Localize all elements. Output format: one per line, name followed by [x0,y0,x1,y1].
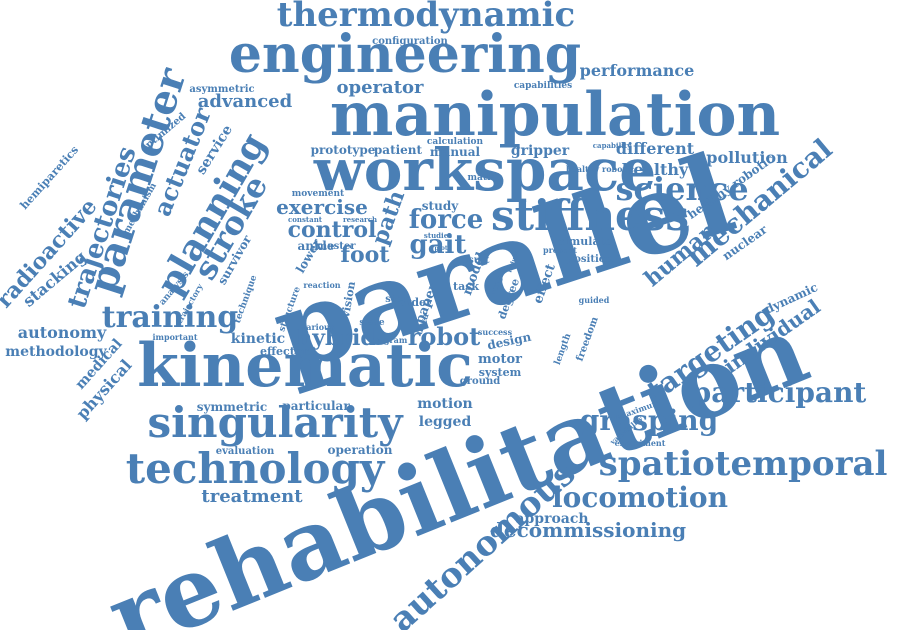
word-different: different [616,139,695,158]
word-decommissioning: decommissioning [490,518,686,542]
word-science: science [615,170,748,208]
word-constant: constant [288,215,323,224]
word-manipulation: manipulation [330,80,780,150]
word-calculation: calculation [427,137,484,147]
word-legged: legged [419,414,472,430]
word-thermodynamic: thermodynamic [277,0,576,35]
word-ground: ground [460,376,500,387]
word-result: result [457,255,490,266]
word-simulate: simulate [558,235,611,248]
word-length: length [553,332,574,367]
word-treatment: treatment [201,486,303,507]
word-master: master [317,241,357,252]
word-research: research [343,215,377,224]
word-workspace: workspace [313,136,656,204]
word-locomotion: locomotion [552,481,728,514]
word-advanced: advanced [198,91,293,112]
word-order: order [398,296,432,309]
word-technology: technology [126,444,386,493]
word-success: success [478,327,513,337]
word-guided: guided [579,295,610,305]
word-singularity: singularity [147,398,404,447]
word-position: position [567,254,613,265]
word-task: task [453,280,479,293]
word-experiment: experiment [615,438,666,448]
word-freedom: freedom [575,315,601,363]
word-ankle: ankle [297,239,334,253]
word-operator: operator [337,77,425,98]
word-effector: effector [260,345,308,358]
word-important: important [152,332,197,342]
word-training: training [102,300,239,335]
word-asymmetric: asymmetric [189,84,254,95]
word-capability: capability [593,141,632,150]
word-methodology: methodology [5,344,107,360]
word-hemiparetics: hemiparetics [18,143,82,212]
word-capabilities: capabilities [514,81,572,91]
word-motion: motion [417,396,472,412]
word-matlab: matlab [467,173,502,183]
word-present: present [543,245,577,255]
word-plot: plot [434,245,447,252]
word-robot: robot [408,322,481,351]
word-control: control [288,217,377,243]
word-configuration: configuration [372,36,448,47]
word-participant: participant [692,376,867,409]
word-manual: manual [430,145,481,159]
word-approach: approach [515,511,588,527]
word-foot: foot [341,242,391,268]
word-gripper: gripper [511,143,570,159]
word-gait: gait [410,230,467,260]
word-slave: slave [359,318,385,328]
word-movement: movement [292,189,345,199]
word-engineering: engineering [229,24,581,85]
word-studies: studies [424,231,452,240]
word-performance: performance [580,61,695,80]
word-study: study [422,199,459,213]
word-pollution: pollution [706,148,788,167]
word-exercise: exercise [276,195,368,219]
word-grasping: grasping [580,404,718,437]
word-hybrid: hybrid [296,325,376,351]
word-healthy: healthy [622,160,689,179]
word-program: program [369,335,408,345]
word-motor: motor [478,352,522,367]
word-step: step [385,294,409,305]
word-kinetic: kinetic [231,331,285,347]
word-force: force [409,205,484,235]
word-patient: patient [374,143,423,157]
word-healthy-robotic: healthy robotic [566,164,634,174]
word-stiffness: stiffness [491,191,689,240]
word-vision: vision [339,280,358,319]
word-reaction: reaction [303,280,340,290]
word-spatiotemporal: spatiotemporal [599,444,888,484]
word-kinematic: kinematic [137,331,473,401]
word-various: various [301,322,335,332]
word-autonomy: autonomy [18,323,107,342]
word-system: system [479,366,522,379]
word-particular: particular [282,399,350,413]
word-evaluation: evaluation [216,446,275,457]
word-prototype: prototype [311,143,376,157]
word-symmetric: symmetric [197,400,268,414]
word-operation: operation [328,443,393,457]
